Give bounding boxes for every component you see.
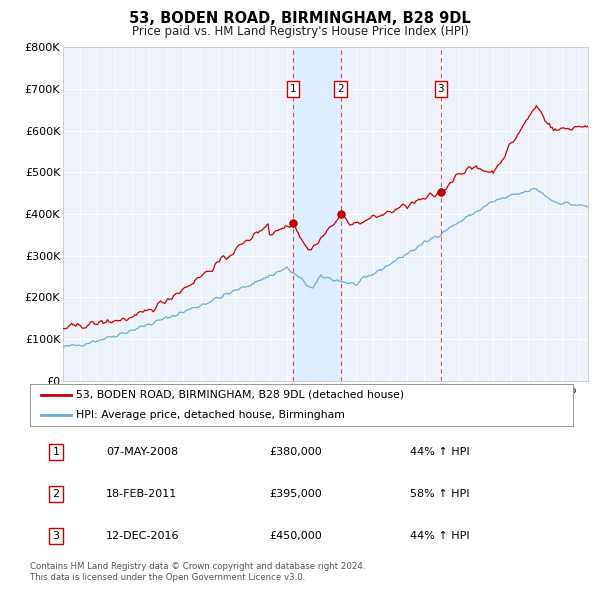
Text: 3: 3 [53,531,59,541]
Text: 2: 2 [53,489,59,499]
Text: Contains HM Land Registry data © Crown copyright and database right 2024.: Contains HM Land Registry data © Crown c… [30,562,365,571]
Text: 44% ↑ HPI: 44% ↑ HPI [410,447,470,457]
Text: 2: 2 [337,84,344,94]
Text: HPI: Average price, detached house, Birmingham: HPI: Average price, detached house, Birm… [76,409,345,419]
Bar [293,47,341,381]
Text: 3: 3 [437,84,444,94]
Text: 1: 1 [53,447,59,457]
Text: Price paid vs. HM Land Registry's House Price Index (HPI): Price paid vs. HM Land Registry's House … [131,25,469,38]
Text: £395,000: £395,000 [269,489,322,499]
Text: 07-MAY-2008: 07-MAY-2008 [106,447,178,457]
Text: 53, BODEN ROAD, BIRMINGHAM, B28 9DL: 53, BODEN ROAD, BIRMINGHAM, B28 9DL [129,11,471,25]
Text: This data is licensed under the Open Government Licence v3.0.: This data is licensed under the Open Gov… [30,573,305,582]
Text: 18-FEB-2011: 18-FEB-2011 [106,489,177,499]
Text: 12-DEC-2016: 12-DEC-2016 [106,531,179,541]
Text: £450,000: £450,000 [269,531,322,541]
Text: 1: 1 [289,84,296,94]
Text: £380,000: £380,000 [269,447,322,457]
Text: 53, BODEN ROAD, BIRMINGHAM, B28 9DL (detached house): 53, BODEN ROAD, BIRMINGHAM, B28 9DL (det… [76,390,404,400]
Text: 44% ↑ HPI: 44% ↑ HPI [410,531,470,541]
Text: 58% ↑ HPI: 58% ↑ HPI [410,489,470,499]
